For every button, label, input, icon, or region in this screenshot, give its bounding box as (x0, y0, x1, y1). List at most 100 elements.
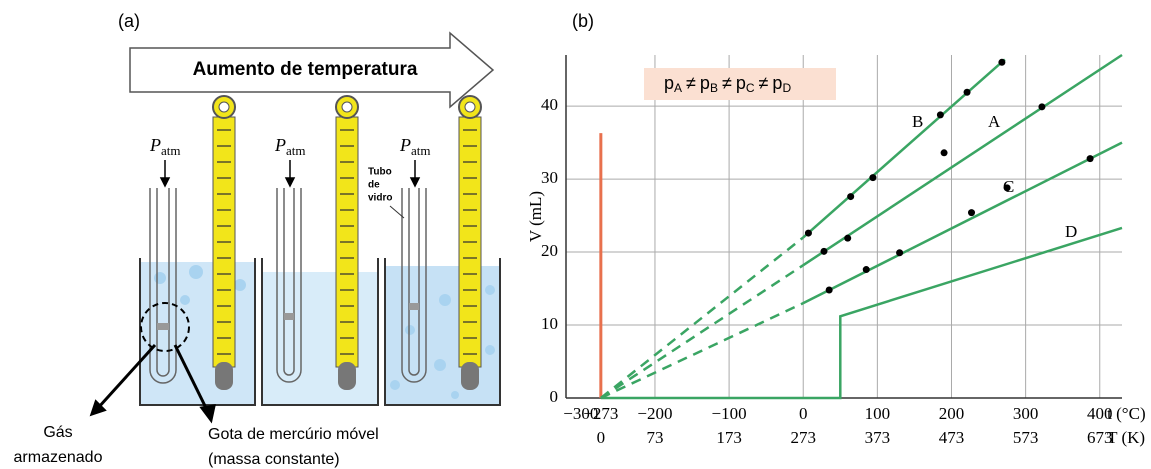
y-axis-label: V (mL) (526, 191, 545, 242)
x2-tick-label: 273 (790, 428, 816, 447)
x2-tick-label: 0 (597, 428, 606, 447)
chart: (b) 0 10 20 30 40 −300−273 −200 −100 0 100 200 300 40… (526, 11, 1146, 447)
data-point (847, 193, 855, 201)
x2-tick-label: 673 (1087, 428, 1113, 447)
x2-axis-label: T (K) (1107, 428, 1145, 447)
series-label: C (1003, 177, 1014, 196)
x-axis-label: t (°C) (1107, 404, 1145, 423)
data-point (804, 229, 812, 237)
gas-label: Gás (43, 424, 72, 441)
x-tick-label: −200 (637, 404, 672, 423)
beaker-outline (139, 258, 501, 406)
data-point (936, 111, 944, 119)
u-tubes (149, 188, 427, 384)
tube-label: de (368, 180, 380, 191)
p-sub: atm (161, 143, 181, 158)
pressure-label: Patm (149, 135, 181, 158)
bubbles (154, 265, 495, 399)
series-line (600, 226, 1123, 400)
tube-label: vidro (368, 193, 392, 204)
series-label: A (988, 112, 1001, 131)
y-tick-label: 10 (541, 314, 558, 333)
p-sub: atm (286, 143, 306, 158)
separator: ≠ (722, 73, 732, 93)
arrow-text: Aumento de temperatura (193, 59, 418, 80)
extrapolation (600, 301, 804, 400)
x2-tick-label: 373 (865, 428, 891, 447)
x-tick-label: 300 (1013, 404, 1039, 423)
p-base: P (149, 135, 161, 155)
panel-label: (b) (572, 11, 594, 31)
data-point (1003, 184, 1011, 192)
gas-label: armazenado (14, 449, 103, 466)
data-point (896, 249, 904, 257)
water (386, 266, 500, 404)
term-sub: C (746, 81, 755, 95)
extrapolation (600, 264, 804, 400)
series-line (802, 141, 1123, 305)
highlight-circle (140, 302, 190, 352)
x-tick-label: −100 (712, 404, 747, 423)
series-line (802, 58, 1006, 239)
series-label: D (1065, 222, 1077, 241)
water (263, 272, 377, 404)
p-base: P (274, 135, 286, 155)
data-point (998, 58, 1006, 66)
term-base: p (736, 73, 746, 93)
data-point (825, 286, 833, 294)
x-tick-label: 100 (865, 404, 891, 423)
y-tick-label: 30 (541, 168, 558, 187)
x-tick-label: 0 (799, 404, 808, 423)
data-point (1086, 155, 1094, 163)
data-point (1038, 103, 1046, 111)
p-sub: atm (411, 143, 431, 158)
pointer (389, 205, 405, 219)
mercury-drop (284, 313, 294, 320)
x-tick-label: 200 (939, 404, 965, 423)
y-tick-label: 0 (550, 387, 559, 406)
term-sub: D (782, 81, 791, 95)
data-point (820, 247, 828, 255)
x-tick-label: 400 (1087, 404, 1113, 423)
separator: ≠ (686, 73, 696, 93)
pressure-label: Patm (399, 135, 431, 158)
term-base: p (772, 73, 782, 93)
p-base: P (399, 135, 411, 155)
series-line (802, 53, 1123, 267)
extrapolation (600, 236, 805, 399)
mercury-drop (409, 303, 419, 310)
data-point (862, 266, 870, 274)
annotation: pA ≠ pB ≠ pC ≠ pD (664, 73, 791, 95)
y-tick-label: 40 (541, 95, 558, 114)
x2-tick-label: 73 (646, 428, 663, 447)
x2-tick-label: 573 (1013, 428, 1039, 447)
y-tick-label: 20 (541, 241, 558, 260)
drop-label: Gota de mercúrio móvel (208, 426, 379, 443)
mercury-drop (157, 323, 169, 330)
series-label: B (912, 112, 923, 131)
data-point (963, 88, 971, 96)
term-base: p (664, 73, 674, 93)
x2-tick-label: 473 (939, 428, 965, 447)
term-base: p (700, 73, 710, 93)
term-sub: B (710, 81, 718, 95)
arrow (129, 31, 495, 109)
separator: ≠ (759, 73, 769, 93)
x-tick-label: −273 (583, 404, 618, 423)
thermometers (212, 95, 482, 390)
annotation-box (644, 68, 836, 100)
data-point (869, 174, 877, 182)
label-arrows (89, 343, 216, 424)
drop-label: (massa constante) (208, 451, 340, 468)
pressure-arrows (159, 160, 421, 188)
data-point (844, 234, 852, 242)
x2-tick-label: 173 (716, 428, 742, 447)
panel-label: (a) (118, 11, 140, 31)
data-point (940, 149, 948, 157)
term-sub: A (674, 81, 682, 95)
tube-label: Tubo (368, 167, 392, 178)
x-tick-label: −300 (563, 404, 598, 423)
pressure-label: Patm (274, 135, 306, 158)
